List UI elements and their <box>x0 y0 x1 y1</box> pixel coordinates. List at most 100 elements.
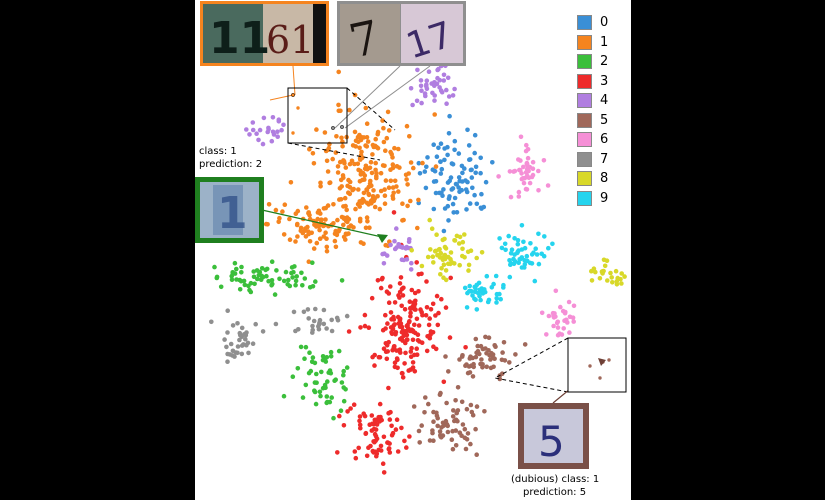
scatter-point <box>314 127 319 132</box>
scatter-point <box>426 322 432 328</box>
scatter-point <box>452 86 457 92</box>
scatter-point <box>441 262 447 268</box>
scatter-point <box>394 417 400 423</box>
scatter-point <box>488 365 494 371</box>
dubious-prefix: (dubious) <box>511 474 562 485</box>
scatter-point <box>411 329 416 335</box>
scatter-point <box>381 434 387 440</box>
scatter-point <box>341 368 347 374</box>
scatter-point <box>311 246 317 251</box>
scatter-point <box>462 426 468 432</box>
scatter-point <box>450 93 456 98</box>
scatter-point <box>360 177 365 183</box>
scatter-point <box>410 102 415 108</box>
scatter-point <box>408 86 414 91</box>
scatter-point <box>225 359 230 365</box>
scatter-point <box>362 173 368 178</box>
zoom-point <box>598 376 602 380</box>
scatter-point <box>499 357 505 363</box>
scatter-point <box>473 170 479 176</box>
scatter-point <box>370 421 375 427</box>
scatter-point <box>291 309 297 315</box>
scatter-point <box>243 332 249 338</box>
scatter-point <box>369 428 375 433</box>
scatter-point <box>445 180 451 185</box>
scatter-point <box>251 274 257 280</box>
scatter-point <box>516 260 521 266</box>
scatter-point <box>353 455 359 461</box>
scatter-point <box>347 161 353 167</box>
scatter-point <box>356 167 361 173</box>
scatter-point <box>494 300 499 305</box>
annotation-prediction-label-1: prediction: 2 <box>199 159 263 170</box>
scatter-point <box>307 147 312 152</box>
scatter-point <box>324 394 330 399</box>
scatter-point <box>456 175 462 180</box>
scatter-point <box>283 269 289 275</box>
scatter-point <box>431 179 437 184</box>
scatter-point <box>460 246 465 252</box>
scatter-point <box>440 237 446 243</box>
scatter-point <box>358 137 364 143</box>
scatter-point <box>316 326 322 332</box>
scatter-point <box>429 226 435 231</box>
scatter-point <box>381 139 387 145</box>
scatter-point <box>294 222 300 228</box>
scatter-point <box>393 427 399 432</box>
scatter-point <box>473 354 479 360</box>
scatter-point <box>536 261 542 267</box>
scatter-point <box>409 248 415 253</box>
scatter-point <box>525 163 531 169</box>
scatter-point <box>448 250 454 255</box>
scatter-point <box>300 283 305 288</box>
scatter-point <box>346 329 352 334</box>
scatter-point <box>465 179 470 185</box>
scatter-point <box>281 278 287 284</box>
scatter-point <box>350 143 356 148</box>
scatter-point <box>238 278 244 284</box>
legend-swatch <box>577 171 592 187</box>
scatter-point <box>507 274 513 280</box>
scatter-point <box>460 422 466 427</box>
legend-label: 9 <box>600 190 609 206</box>
class-text: class: 1 <box>561 474 600 485</box>
scatter-point <box>366 202 371 207</box>
scatter-point <box>246 350 251 356</box>
scatter-point <box>507 169 513 174</box>
scatter-point <box>396 189 401 194</box>
scatter-point <box>273 321 279 327</box>
scatter-point <box>396 146 401 152</box>
scatter-point <box>358 325 363 330</box>
legend-swatch <box>577 73 592 89</box>
scatter-point <box>270 115 276 120</box>
scatter-point <box>246 283 251 289</box>
scatter-point <box>473 164 479 170</box>
scatter-point <box>322 130 328 135</box>
scatter-point <box>433 164 439 169</box>
scatter-point <box>316 322 322 327</box>
green-connector <box>261 209 383 238</box>
scatter-point <box>466 143 472 148</box>
scatter-point <box>497 291 502 297</box>
scatter-point <box>357 422 363 428</box>
scatter-point <box>589 278 595 283</box>
scatter-point <box>237 287 243 292</box>
scatter-point <box>529 261 535 266</box>
scatter-point <box>375 131 381 137</box>
scatter-point <box>372 439 377 445</box>
scatter-point <box>545 183 551 188</box>
scatter-point <box>551 315 557 320</box>
scatter-point <box>375 194 380 199</box>
scatter-point <box>299 270 304 276</box>
scatter-point <box>380 327 386 333</box>
scatter-point <box>450 414 456 419</box>
zoom-point <box>607 358 611 362</box>
scatter-point <box>275 129 280 134</box>
scatter-point <box>571 319 576 324</box>
scatter-point <box>501 282 506 288</box>
scatter-point <box>414 260 420 265</box>
scatter-point <box>614 279 620 284</box>
orange-connector <box>292 65 296 96</box>
scatter-point <box>445 152 450 158</box>
